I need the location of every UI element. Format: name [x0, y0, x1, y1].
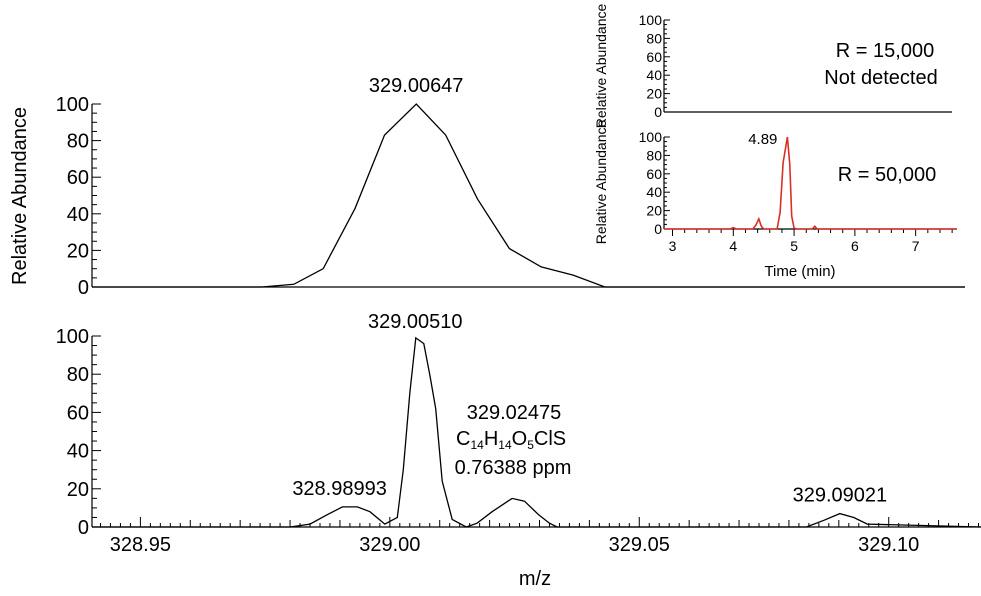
top-y-axis: 0 20 40 60 80 100	[56, 94, 101, 299]
inset-top-y-tick-label: 60	[646, 49, 662, 65]
top-y-tick-label: 100	[56, 94, 89, 116]
formula-sub-c: 14	[470, 438, 484, 452]
inset-top-y-axis: 0 20 40 60 80 100	[639, 12, 670, 120]
inset-bottom-y-tick-label: 40	[646, 184, 662, 200]
top-y-tick-label: 60	[67, 167, 89, 189]
inset-bottom-y-tick-label: 20	[646, 203, 662, 219]
bottom-x-axis: 328.95 329.00 329.05 329.10	[99, 517, 980, 556]
formula-element-o: O	[512, 428, 528, 450]
inset-bottom-ylabel-line: Relative Abundance	[593, 120, 609, 245]
formula-element-c: C	[456, 428, 470, 450]
inset-bottom-chromatogram-line	[664, 136, 957, 230]
top-y-tick-label: 0	[78, 277, 89, 299]
inset-bottom-resolution: R = 50,000	[838, 164, 936, 186]
top-y-tick-label: 40	[67, 204, 89, 226]
inset-top-resolution: R = 15,000	[836, 40, 934, 62]
top-y-tick-label: 80	[67, 131, 89, 153]
top-spectrum-line	[92, 103, 965, 288]
inset-top-y-tick-label: 20	[646, 86, 662, 102]
bottom-y-tick-label: 0	[78, 517, 89, 539]
inset-top-y-tick-label: 100	[639, 12, 663, 28]
bottom-peak-label-2: 329.00510	[368, 311, 463, 333]
inset-bottom-x-tick-label: 3	[669, 238, 677, 254]
bottom-peak-label-1: 328.98993	[292, 478, 387, 500]
top-y-tick-label: 20	[67, 240, 89, 262]
inset-bottom-x-tick-label: 5	[790, 238, 798, 254]
inset-bottom-xlabel: Time (min)	[764, 263, 835, 280]
inset-top-ylabel: Relative Abundance	[593, 4, 609, 129]
inset-bottom-y-tick-label: 80	[646, 147, 662, 163]
inset-bottom-y-tick-label: 0	[654, 221, 662, 237]
formula-element-cls: ClS	[534, 428, 566, 450]
inset-top-y-tick-label: 40	[646, 67, 662, 83]
bottom-peak-label-3: 329.09021	[793, 485, 888, 507]
formula-annotation: 329.02475 C14H14O5ClS 0.76388 ppm	[455, 402, 572, 479]
bottom-y-tick-label: 20	[67, 479, 89, 501]
bottom-x-tick-label: 329.05	[609, 534, 670, 556]
inset-bottom-x-tick-label: 7	[912, 238, 920, 254]
inset-top-status: Not detected	[824, 67, 937, 89]
inset-bottom-ylabel: Relative Abundance	[593, 120, 609, 245]
bottom-xlabel: m/z	[519, 568, 551, 590]
top-peak-label: 329.00647	[369, 75, 464, 97]
top-ylabel: Relative Abundance	[9, 107, 31, 285]
formula-ppm: 0.76388 ppm	[455, 457, 572, 479]
inset-bottom-x-axis: 3 4 5 6 7	[669, 229, 953, 254]
formula-sub-h: 14	[498, 438, 512, 452]
bottom-x-tick-label: 329.00	[359, 534, 420, 556]
bottom-y-axis: 0 20 40 60 80 100	[56, 326, 101, 539]
bottom-spectrum-line	[92, 336, 981, 528]
bottom-y-tick-label: 40	[67, 441, 89, 463]
inset-top-y-tick-label: 0	[654, 104, 662, 120]
inset-top-y-tick-label: 80	[646, 30, 662, 46]
formula-text: C14H14O5ClS	[456, 428, 566, 452]
formula-mass: 329.02475	[467, 402, 562, 424]
inset-bottom-x-tick-label: 4	[729, 238, 737, 254]
inset-bottom-peak-label: 4.89	[748, 131, 777, 148]
inset-bottom-x-tick-label: 6	[851, 238, 859, 254]
inset-bottom-y-tick-label: 60	[646, 166, 662, 182]
inset-top-panel: 0 20 40 60 80 100 Relative Abundance R = 15,0…	[593, 4, 952, 129]
bottom-y-tick-label: 60	[67, 402, 89, 424]
inset-top-ylabel-line: Relative Abundance	[593, 4, 609, 129]
bottom-x-tick-label: 329.10	[858, 534, 919, 556]
bottom-y-tick-label: 80	[67, 364, 89, 386]
bottom-y-tick-label: 100	[56, 326, 89, 348]
inset-bottom-y-axis: 0 20 40 60 80 100	[639, 129, 670, 237]
formula-sub-o: 5	[527, 438, 534, 452]
inset-bottom-panel: 0 20 40 60 80 100 Relative Abundance 3 4 5 6 7 Ti…	[593, 120, 957, 280]
inset-bottom-y-tick-label: 100	[639, 129, 663, 145]
bottom-spectrum-panel: 0 20 40 60 80 100 328.95 329.00 329.05 329.10 m/…	[56, 311, 981, 590]
bottom-x-tick-label: 328.95	[110, 534, 171, 556]
formula-element-h: H	[484, 428, 498, 450]
